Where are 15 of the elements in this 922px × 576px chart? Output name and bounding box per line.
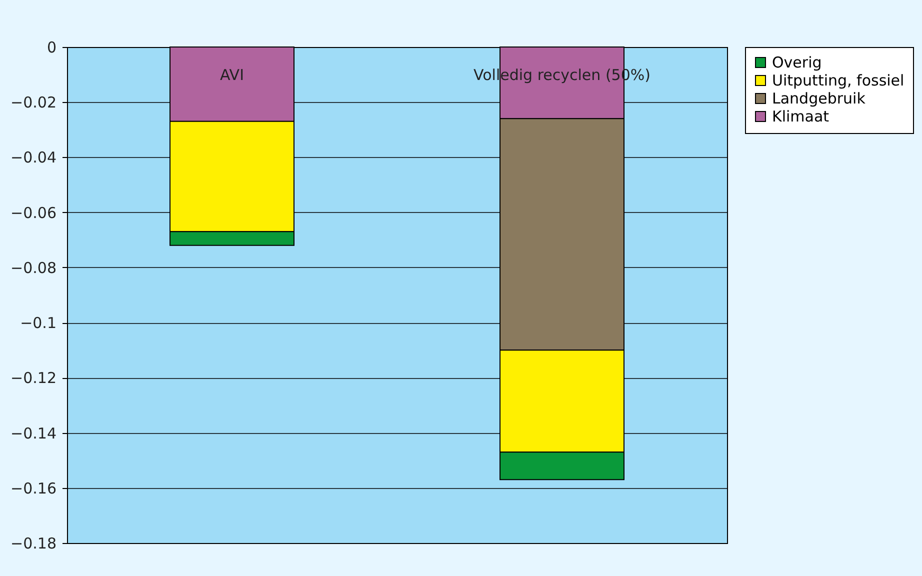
legend-label: Overig: [772, 54, 822, 72]
y-tick-label: −0.02: [10, 94, 56, 112]
legend-label: Uitputting, fossiel: [772, 72, 904, 90]
y-tick-label: −0.06: [10, 204, 56, 222]
y-tick-label: −0.1: [20, 314, 56, 332]
y-tick-label: 0: [46, 38, 56, 56]
y-tick-label: −0.14: [10, 424, 56, 442]
y-tick-label: −0.12: [10, 369, 56, 388]
legend-label: Klimaat: [772, 108, 830, 126]
y-tick-label: −0.18: [10, 534, 56, 552]
legend-label: Landgebruik: [772, 90, 866, 108]
x-tick-label: AVI: [220, 66, 244, 84]
y-tick-label: −0.16: [10, 479, 56, 498]
y-tick-label: −0.08: [10, 258, 56, 277]
y-tick-label: −0.04: [10, 148, 56, 167]
